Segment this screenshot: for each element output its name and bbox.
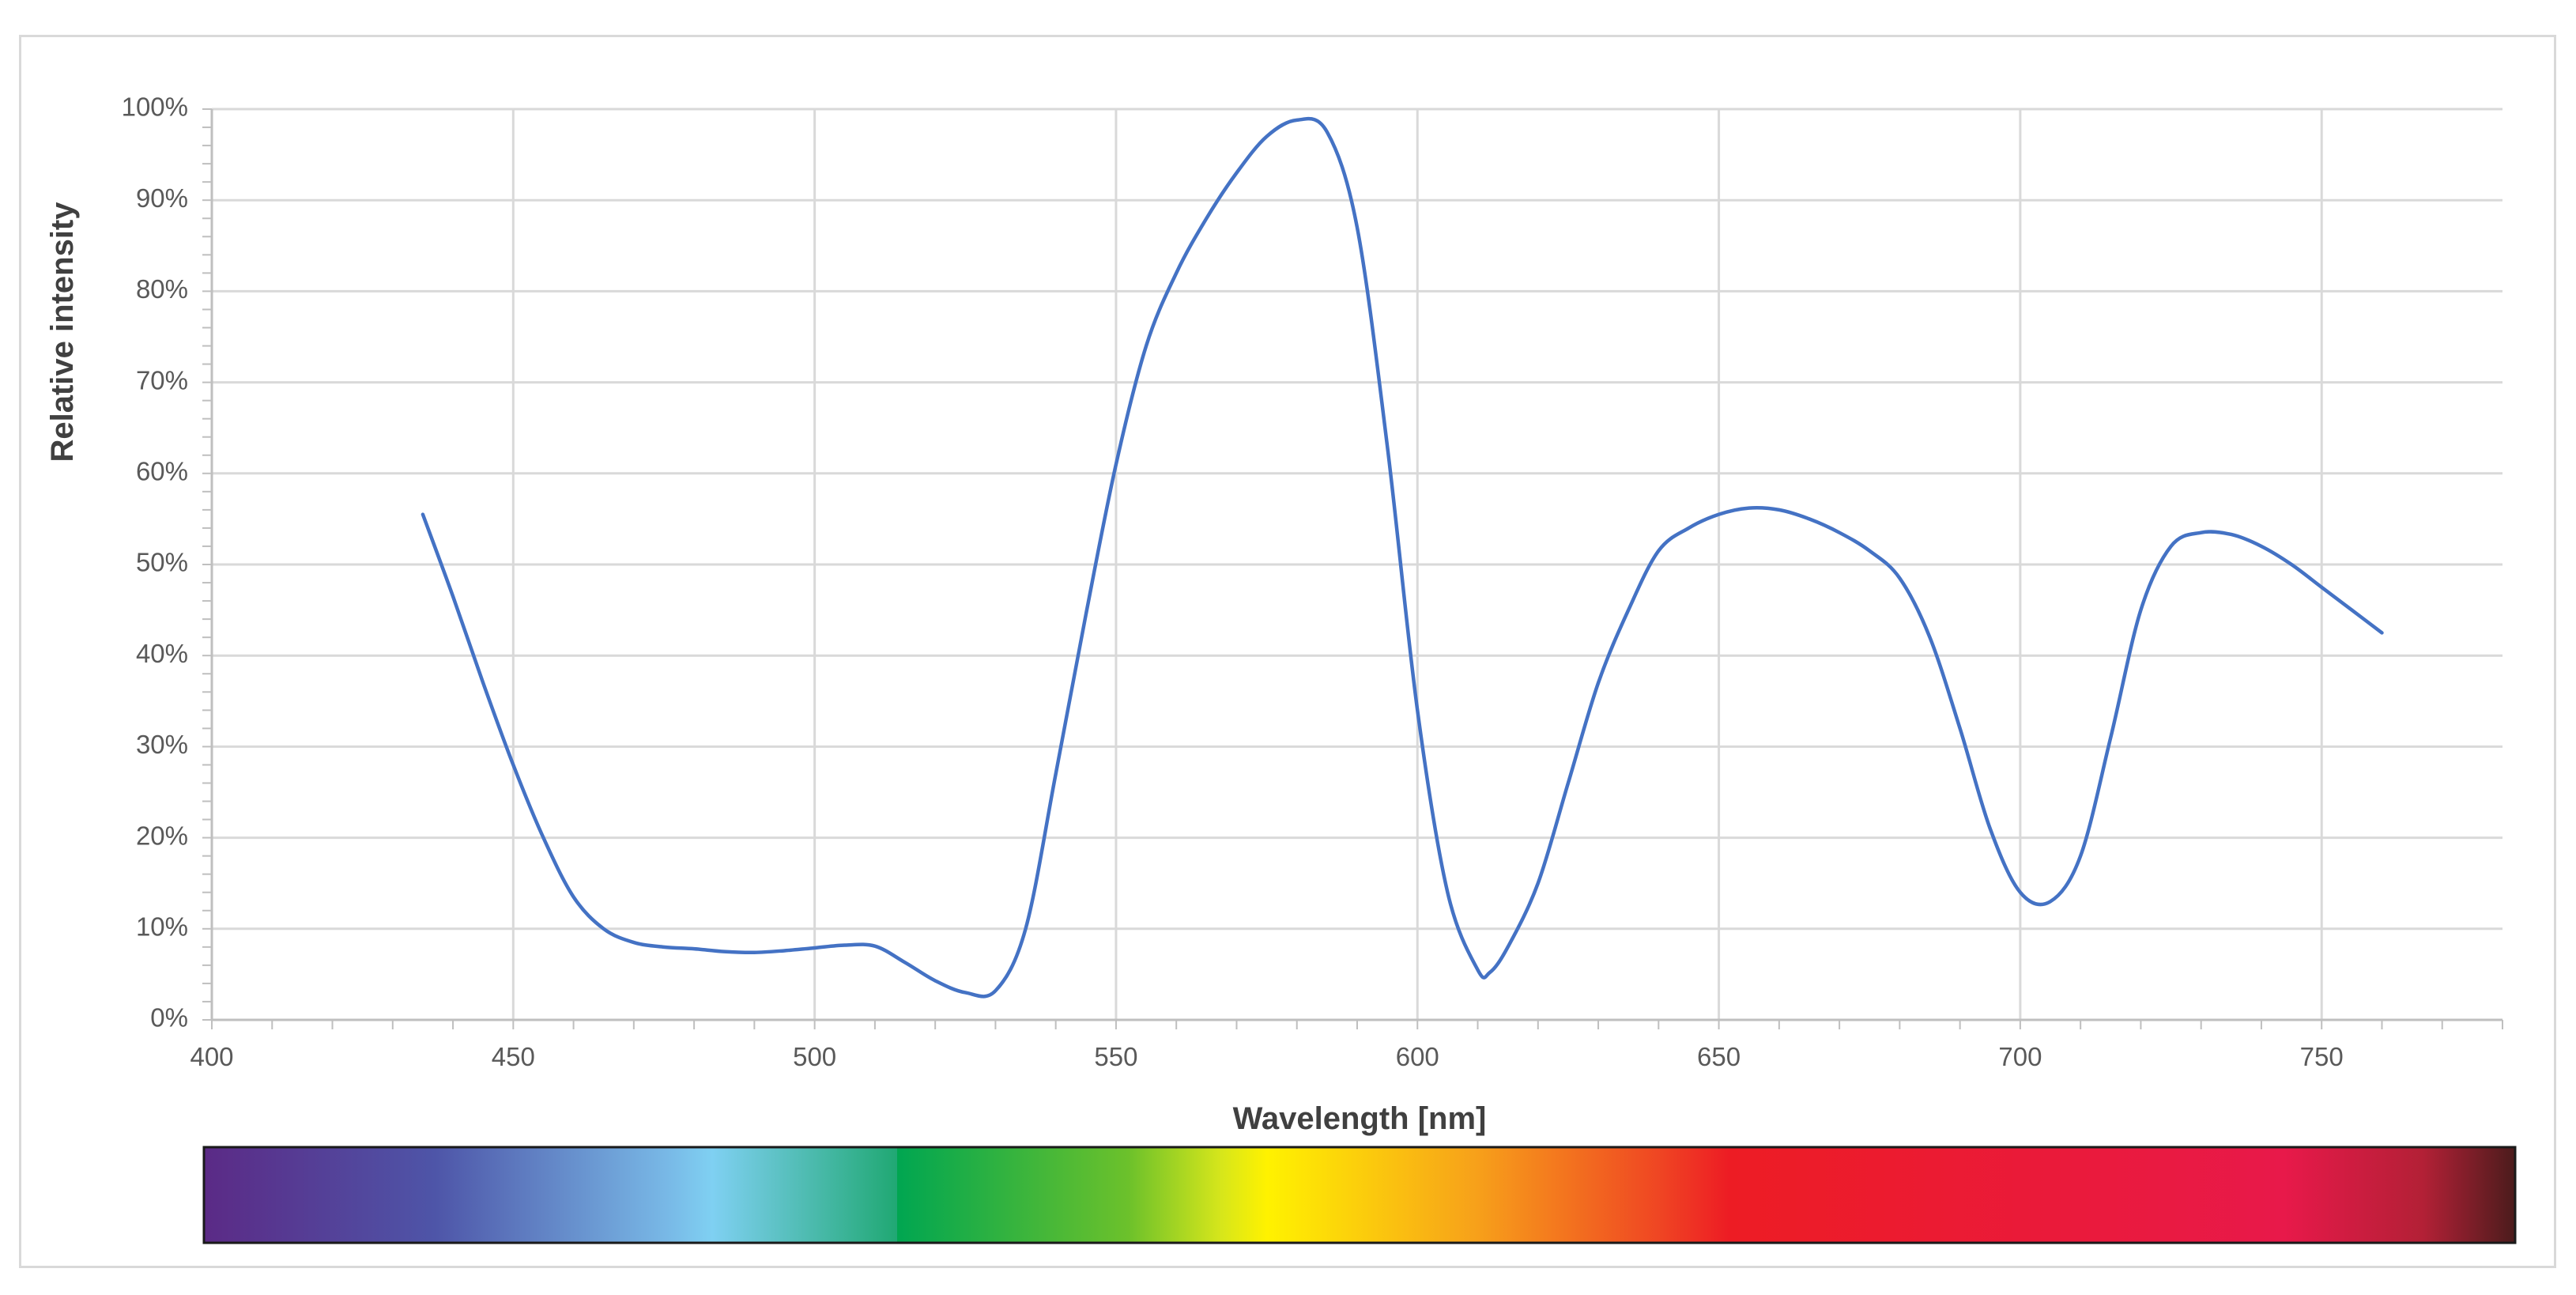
- y-tick-label: 30%: [136, 730, 188, 759]
- x-tick-label: 450: [492, 1042, 535, 1071]
- y-tick-label: 80%: [136, 274, 188, 304]
- y-tick-label: 70%: [136, 365, 188, 395]
- x-tick-label: 650: [1697, 1042, 1741, 1071]
- x-tick-label: 400: [190, 1042, 233, 1071]
- x-tick-label: 750: [2300, 1042, 2344, 1071]
- y-tick-label: 100%: [122, 92, 188, 122]
- x-tick-label: 500: [793, 1042, 836, 1071]
- x-tick-label: 700: [1998, 1042, 2042, 1071]
- y-tick-label: 50%: [136, 548, 188, 577]
- y-axis-title: Relative intensity: [45, 202, 80, 462]
- x-axis-title: Wavelength [nm]: [1233, 1101, 1487, 1136]
- x-tick-label: 600: [1396, 1042, 1439, 1071]
- intensity-series-line: [421, 116, 2384, 999]
- y-tick-label: 90%: [136, 183, 188, 213]
- y-tick-label: 20%: [136, 821, 188, 850]
- x-tick-labels: 400 450 500 550 600 650 700 750: [190, 1042, 2343, 1071]
- y-tick-label: 0%: [150, 1003, 188, 1033]
- y-tick-label: 10%: [136, 912, 188, 942]
- y-tick-labels: 0% 10% 20% 30% 40% 50% 60% 70% 80% 90% 100%: [122, 92, 188, 1033]
- chart-frame: [19, 35, 2556, 1268]
- y-tick-label: 60%: [136, 457, 188, 486]
- spectrum-color-bar: [202, 1146, 2517, 1244]
- gridlines: [212, 108, 2502, 1020]
- axes: [202, 108, 2503, 1029]
- y-tick-label: 40%: [136, 639, 188, 668]
- x-tick-label: 550: [1094, 1042, 1137, 1071]
